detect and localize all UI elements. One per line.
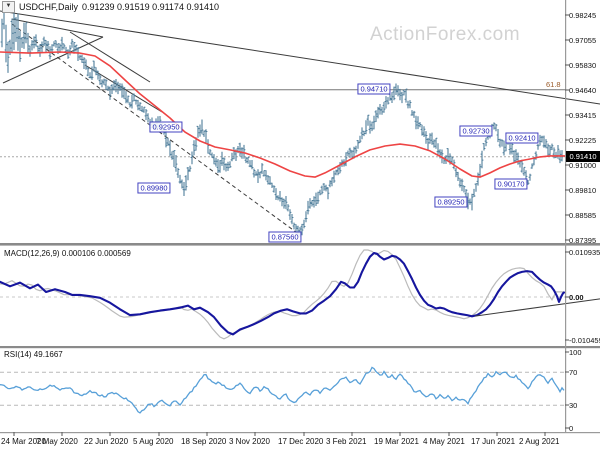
price-axis-line <box>565 0 567 432</box>
macd-trendline[interactable] <box>474 298 600 317</box>
candlesticks[interactable] <box>1 11 563 238</box>
macd-signal-line[interactable] <box>0 251 566 336</box>
panel-separator-1[interactable] <box>0 243 600 246</box>
time-axis-line <box>0 432 600 434</box>
trendline-2[interactable] <box>11 18 104 38</box>
symbol-timeframe-label: USDCHF,Daily <box>19 2 79 12</box>
axis-tick-marks <box>13 14 569 436</box>
macd-indicator-label: MACD(12,26,9) 0.000106 0.000569 <box>4 249 131 258</box>
trendline-4[interactable] <box>69 31 151 83</box>
fib-61.8-label: 61.8 <box>546 80 561 89</box>
chart-title-bar: ▼ USDCHF,Daily 0.91239 0.91519 0.91174 0… <box>2 1 219 13</box>
trendline-1[interactable] <box>11 23 301 236</box>
trendline-0[interactable] <box>0 10 600 105</box>
rsi-indicator-label: RSI(14) 49.1667 <box>4 350 63 359</box>
candlestick-ticks <box>0 10 564 234</box>
trendline-3[interactable] <box>2 36 104 84</box>
ohlc-values: 0.91239 0.91519 0.91174 0.91410 <box>82 2 219 12</box>
rsi-line[interactable] <box>0 366 565 414</box>
moving-average-line[interactable] <box>0 51 565 178</box>
panel-separator-2[interactable] <box>0 346 600 349</box>
symbol-dropdown-icon[interactable]: ▼ <box>2 1 15 13</box>
watermark: ActionForex.com <box>369 24 521 45</box>
macd-raw-line <box>0 249 564 340</box>
